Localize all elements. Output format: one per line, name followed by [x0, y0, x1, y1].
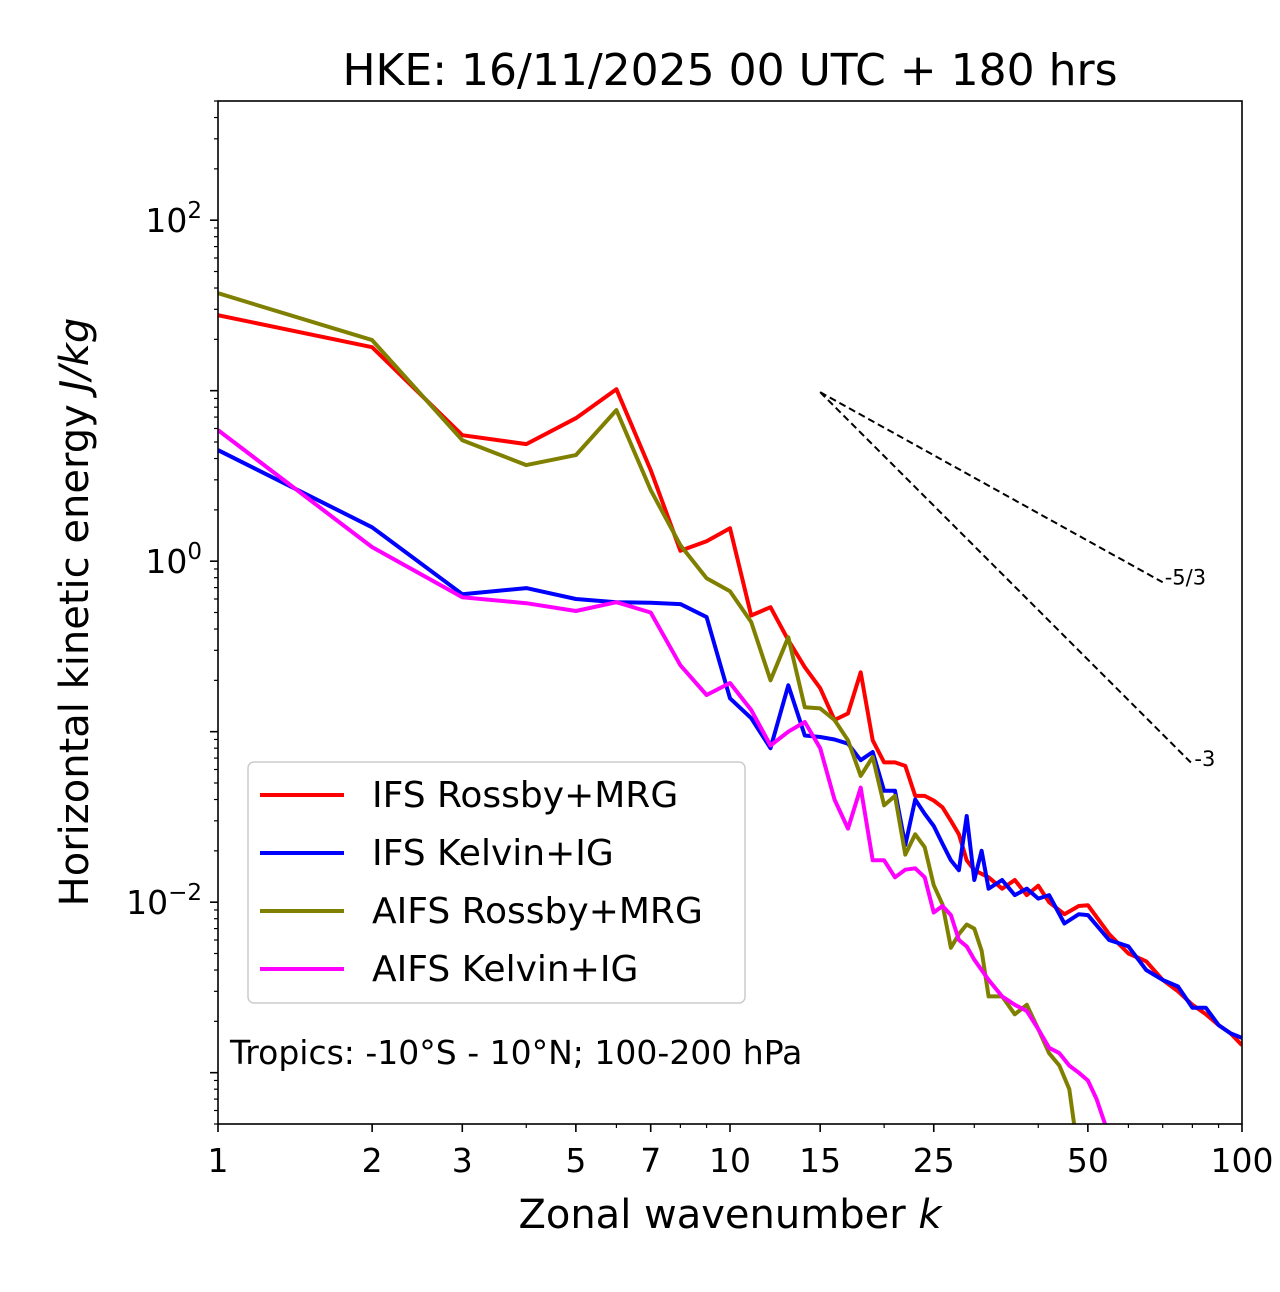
x-tick-label: 15: [799, 1141, 841, 1180]
x-tick-label: 50: [1067, 1141, 1109, 1180]
y-tick-label: 102: [145, 198, 202, 240]
x-tick-label: 7: [640, 1141, 661, 1180]
x-axis-label: Zonal wavenumber k: [518, 1192, 943, 1238]
reference-slope-line: [819, 391, 1194, 765]
reference-lines: [819, 391, 1194, 765]
series-line-ifs-kelvin-ig: [218, 448, 1242, 1040]
plot-frame: [217, 100, 1243, 1125]
x-tick-label: 1: [208, 1141, 229, 1180]
series-line-ifs-rossby-mrg: [218, 313, 1242, 1047]
reference-slope-label: -3: [1194, 747, 1215, 771]
y-axis-label: Horizontal kinetic energy J/kg: [52, 318, 98, 907]
x-tick-label: 5: [565, 1141, 586, 1180]
x-tick-label: 2: [362, 1141, 383, 1180]
series-lines: [218, 291, 1242, 1124]
region-annotation: Tropics: -10°S - 10°N; 100-200 hPa: [229, 1033, 802, 1072]
legend-label: IFS Kelvin+IG: [372, 833, 614, 874]
reference-slope-line: [819, 391, 1164, 584]
axis-ticks: 1 2 3 5 7 10 15 25 50 100 102 100 10−2: [126, 100, 1274, 1180]
legend-label: IFS Rossby+MRG: [372, 775, 678, 816]
x-tick-label: 10: [709, 1141, 751, 1180]
x-tick-label: 25: [913, 1141, 955, 1180]
y-tick-label: 10−2: [126, 880, 202, 922]
y-tick-label: 100: [145, 539, 202, 581]
chart-title: HKE: 16/11/2025 00 UTC + 180 hrs: [342, 45, 1117, 96]
series-line-aifs-rossby-mrg: [218, 291, 1077, 1124]
legend-label: AIFS Rossby+MRG: [372, 891, 703, 932]
legend: IFS Rossby+MRG IFS Kelvin+IG AIFS Rossby+M…: [247, 761, 746, 1004]
x-tick-label: 100: [1211, 1141, 1274, 1180]
legend-label: AIFS Kelvin+IG: [372, 949, 638, 990]
series-line-aifs-kelvin-ig: [218, 428, 1107, 1124]
reference-slope-label: -5/3: [1165, 565, 1206, 589]
x-tick-label: 3: [452, 1141, 473, 1180]
